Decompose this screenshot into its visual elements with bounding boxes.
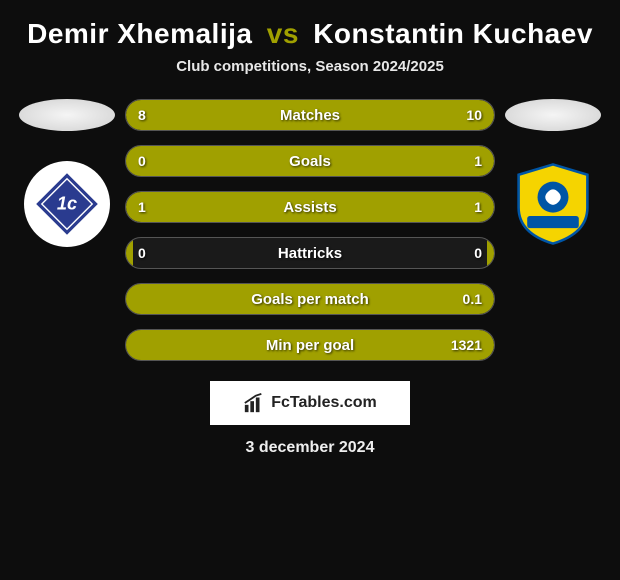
vs-separator: vs bbox=[267, 18, 299, 49]
player2-photo-ellipse bbox=[505, 99, 601, 131]
comparison-panel: 1c Matches810Goals01Assists11Hattricks00… bbox=[0, 99, 620, 361]
stat-value-right: 1 bbox=[474, 199, 482, 215]
stat-value-right: 0 bbox=[474, 245, 482, 261]
shield-badge-icon bbox=[510, 161, 596, 247]
brand-text: FcTables.com bbox=[271, 394, 377, 412]
player1-name: Demir Xhemalija bbox=[27, 18, 252, 49]
svg-text:1c: 1c bbox=[57, 194, 77, 214]
stat-row: Matches8 10 bbox=[125, 99, 495, 131]
stat-label: Matches bbox=[126, 107, 494, 124]
chart-icon bbox=[243, 392, 265, 414]
left-column: 1c bbox=[17, 99, 117, 247]
stat-value-right: 1 bbox=[474, 153, 482, 169]
diamond-badge-icon: 1c bbox=[32, 169, 102, 239]
stat-label: Goals per match bbox=[126, 291, 494, 308]
stat-row: Assists1 1 bbox=[125, 191, 495, 223]
right-column bbox=[503, 99, 603, 247]
stat-value-right: 0.1 bbox=[463, 291, 482, 307]
stat-value-left: 0 bbox=[138, 153, 146, 169]
page-title: Demir Xhemalija vs Konstantin Kuchaev bbox=[0, 0, 620, 58]
stat-row: Goals0 1 bbox=[125, 145, 495, 177]
stat-value-right: 10 bbox=[466, 107, 482, 123]
player1-photo-ellipse bbox=[19, 99, 115, 131]
player1-club-badge: 1c bbox=[24, 161, 110, 247]
date-text: 3 december 2024 bbox=[0, 439, 620, 457]
stats-list: Matches810Goals01Assists11Hattricks00Goa… bbox=[125, 99, 495, 361]
stat-value-left: 0 bbox=[138, 245, 146, 261]
stat-label: Hattricks bbox=[126, 245, 494, 262]
stat-label: Min per goal bbox=[126, 337, 494, 354]
stat-label: Assists bbox=[126, 199, 494, 216]
stat-row: Goals per match0.1 bbox=[125, 283, 495, 315]
stat-value-left: 1 bbox=[138, 199, 146, 215]
stat-value-left: 8 bbox=[138, 107, 146, 123]
subtitle: Club competitions, Season 2024/2025 bbox=[0, 58, 620, 75]
stat-row: Hattricks0 0 bbox=[125, 237, 495, 269]
stat-row: Min per goal1321 bbox=[125, 329, 495, 361]
brand-box[interactable]: FcTables.com bbox=[210, 381, 410, 425]
stat-label: Goals bbox=[126, 153, 494, 170]
player2-name: Konstantin Kuchaev bbox=[313, 18, 593, 49]
player2-club-badge bbox=[510, 161, 596, 247]
stat-value-right: 1321 bbox=[451, 337, 482, 353]
